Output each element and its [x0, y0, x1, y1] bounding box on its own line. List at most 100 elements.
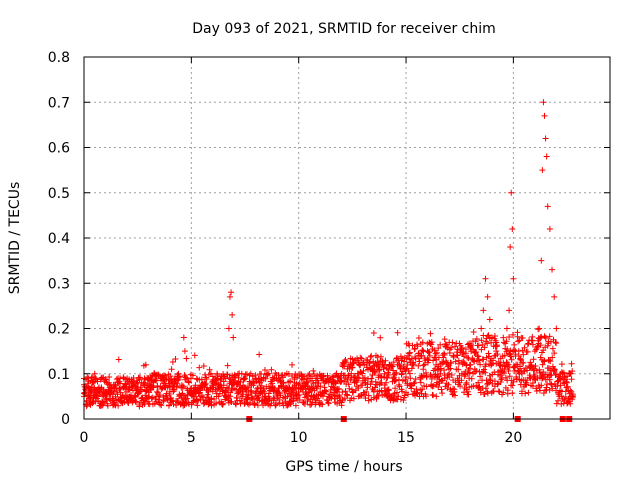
data-point: [540, 358, 547, 365]
data-point: [196, 393, 203, 400]
data-point: [423, 383, 430, 390]
data-point: [506, 333, 513, 340]
data-point: [90, 373, 97, 380]
data-point: [171, 386, 178, 393]
data-point: [484, 390, 491, 397]
data-point: [94, 378, 101, 385]
data-point: [258, 371, 265, 378]
data-point: [243, 387, 250, 394]
data-point: [314, 383, 321, 390]
data-point: [465, 391, 472, 398]
data-point: [451, 392, 458, 399]
data-point: [445, 381, 452, 388]
data-point: [385, 366, 392, 373]
data-point: [296, 396, 303, 403]
data-point: [395, 376, 402, 383]
data-point: [299, 376, 306, 383]
data-point: [500, 334, 507, 341]
data-point: [448, 344, 455, 351]
data-point: [478, 337, 485, 344]
data-point: [312, 375, 319, 382]
data-point: [93, 393, 100, 400]
data-point: [517, 356, 524, 363]
data-point: [505, 361, 512, 368]
data-point: [179, 384, 186, 391]
data-point: [533, 367, 540, 374]
data-point: [390, 359, 397, 366]
data-point: [536, 325, 543, 332]
data-point: [170, 401, 177, 408]
data-point: [375, 363, 382, 370]
data-point: [524, 348, 531, 355]
data-point: [488, 339, 495, 346]
data-point: [354, 374, 361, 381]
data-point: [149, 394, 156, 401]
data-point: [462, 371, 469, 378]
data-point: [512, 348, 519, 355]
data-point: [514, 361, 521, 368]
data-point: [398, 370, 405, 377]
data-point: [438, 386, 445, 393]
data-point: [207, 399, 214, 406]
data-point: [385, 386, 392, 393]
data-point: [546, 225, 553, 232]
data-point: [89, 379, 96, 386]
data-point: [466, 375, 473, 382]
data-point: [87, 388, 94, 395]
data-point: [509, 331, 516, 338]
data-point: [248, 388, 255, 395]
data-point: [359, 382, 366, 389]
data-point: [515, 352, 522, 359]
data-point: [509, 382, 516, 389]
data-point: [540, 390, 547, 397]
data-point: [419, 339, 426, 346]
data-point: [539, 361, 546, 368]
data-point: [439, 390, 446, 397]
data-point: [184, 395, 191, 402]
x-tick-label: 15: [397, 430, 415, 446]
data-point: [334, 388, 341, 395]
chart-title: Day 093 of 2021, SRMTID for receiver chi…: [192, 21, 496, 37]
data-point: [558, 361, 565, 368]
data-point: [530, 356, 537, 363]
data-point: [471, 349, 478, 356]
y-tick-label: 0.4: [48, 231, 70, 247]
data-point: [382, 357, 389, 364]
data-point: [174, 380, 181, 387]
data-point: [376, 366, 383, 373]
data-point: [182, 374, 189, 381]
data-point: [317, 383, 324, 390]
data-point: [158, 386, 165, 393]
data-point: [488, 334, 495, 341]
data-point: [482, 275, 489, 282]
data-point: [205, 394, 212, 401]
data-point: [509, 390, 516, 397]
data-point: [467, 343, 474, 350]
data-point: [541, 112, 548, 119]
data-point: [252, 375, 259, 382]
data-point: [316, 397, 323, 404]
data-point: [401, 392, 408, 399]
data-point: [471, 366, 478, 373]
data-point: [395, 381, 402, 388]
data-point: [427, 330, 434, 337]
data-point: [167, 373, 174, 380]
data-point: [411, 346, 418, 353]
data-point: [480, 366, 487, 373]
data-point: [549, 345, 556, 352]
data-point: [261, 388, 268, 395]
data-point: [196, 364, 203, 371]
data-point: [269, 380, 276, 387]
data-point: [368, 375, 375, 382]
data-point: [224, 371, 231, 378]
data-point: [401, 358, 408, 365]
data-point: [440, 354, 447, 361]
data-point: [153, 393, 160, 400]
data-point: [488, 361, 495, 368]
data-point: [323, 388, 330, 395]
data-point: [529, 341, 536, 348]
data-point: [392, 385, 399, 392]
data-point: [247, 387, 254, 394]
data-point: [553, 325, 560, 332]
data-point: [549, 354, 556, 361]
